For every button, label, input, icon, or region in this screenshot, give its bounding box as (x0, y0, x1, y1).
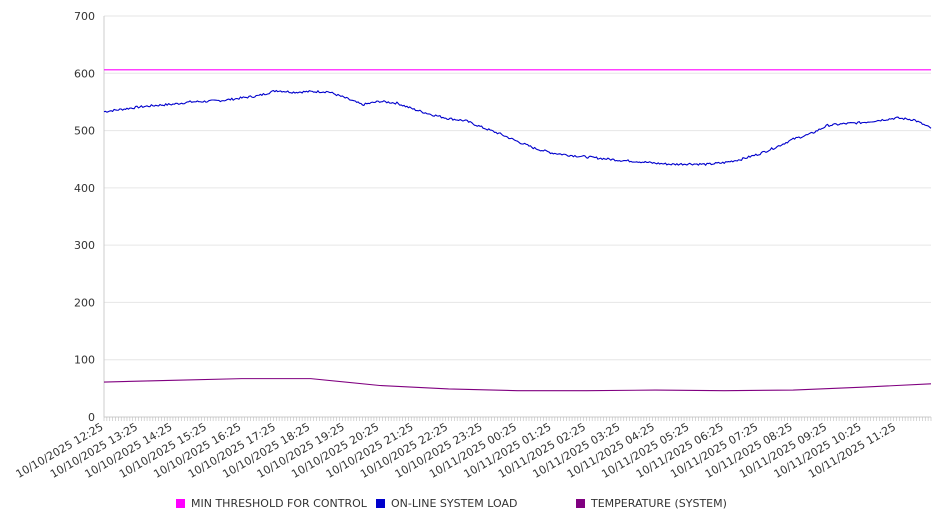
legend-item-system-load[interactable]: ON-LINE SYSTEM LOAD (376, 497, 517, 510)
legend-item-temperature[interactable]: TEMPERATURE (SYSTEM) (576, 497, 727, 510)
y-tick-label-300: 300 (74, 239, 95, 252)
legend-item-min-threshold[interactable]: MIN THRESHOLD FOR CONTROL (176, 497, 367, 510)
series-line-temperature-system (103, 378, 932, 392)
legend-label-min-threshold: MIN THRESHOLD FOR CONTROL (191, 497, 367, 510)
legend: MIN THRESHOLD FOR CONTROL ON-LINE SYSTEM… (0, 497, 946, 515)
series-lines (103, 69, 932, 392)
y-tick-label-200: 200 (74, 296, 95, 309)
y-tick-label-700: 700 (74, 10, 95, 23)
y-tick-label-400: 400 (74, 182, 95, 195)
legend-label-temperature: TEMPERATURE (SYSTEM) (591, 497, 727, 510)
series-line-on-line-system-load (103, 89, 932, 166)
legend-swatch-min-threshold (176, 499, 185, 508)
legend-label-system-load: ON-LINE SYSTEM LOAD (391, 497, 518, 510)
y-tick-label-600: 600 (74, 67, 95, 80)
gridlines (104, 15, 931, 418)
y-tick-labels: 0 100 200 300 400 500 600 700 (74, 10, 95, 424)
y-tick-label-100: 100 (74, 354, 95, 367)
axes (103, 16, 932, 421)
y-tick-label-500: 500 (74, 125, 95, 138)
legend-swatch-system-load (376, 499, 385, 508)
y-tick-label-0: 0 (88, 411, 95, 424)
legend-swatch-temperature (576, 499, 585, 508)
